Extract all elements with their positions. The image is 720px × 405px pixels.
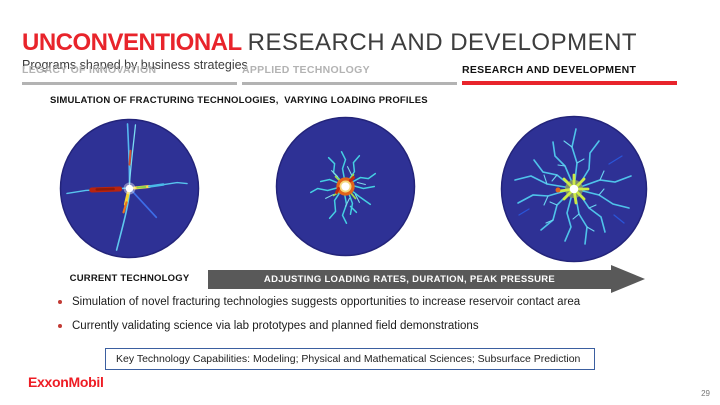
bullet-list: Simulation of novel fracturing technolog… (58, 296, 698, 344)
fracture-simulation-current-image (59, 118, 200, 259)
title-rest: RESEARCH AND DEVELOPMENT (247, 29, 638, 57)
arrow-head-icon (611, 265, 645, 293)
key-capabilities-box: Key Technology Capabilities: Modeling; P… (105, 348, 595, 370)
fracture-simulation-extended-image (500, 115, 648, 263)
tab-applied-technology[interactable]: APPLIED TECHNOLOGY (242, 64, 457, 85)
exxonmobil-logo: ExxonMobil (28, 374, 104, 390)
page-title: UNCONVENTIONAL RESEARCH AND DEVELOPMENT (22, 30, 637, 56)
fracture-simulation-compact-image (275, 116, 416, 257)
figure-caption-current-technology: CURRENT TECHNOLOGY (69, 273, 190, 284)
section-heading: SIMULATION OF FRACTURING TECHNOLOGIES, V… (50, 95, 428, 106)
bullet-text: Simulation of novel fracturing technolog… (72, 296, 581, 308)
subtitle: Programs shaped by business strategies (22, 57, 248, 72)
tab-label: APPLIED TECHNOLOGY (242, 64, 370, 76)
tab-label: LEGACY OF INNOVATION (22, 64, 157, 76)
tab-research-and-development[interactable]: RESEARCH AND DEVELOPMENT (462, 64, 677, 85)
title-accent: UNCONVENTIONAL (22, 29, 242, 57)
page-number: 29 (701, 389, 710, 398)
bullet-icon (58, 300, 62, 304)
bullet-icon (58, 324, 62, 328)
list-item: Simulation of novel fracturing technolog… (58, 296, 698, 308)
loading-rates-arrow: ADJUSTING LOADING RATES, DURATION, PEAK … (208, 270, 611, 289)
bullet-text: Currently validating science via lab pro… (72, 320, 479, 332)
tab-label: RESEARCH AND DEVELOPMENT (462, 64, 637, 76)
tab-legacy-of-innovation[interactable]: LEGACY OF INNOVATION (22, 64, 237, 85)
list-item: Currently validating science via lab pro… (58, 320, 698, 332)
arrow-label: ADJUSTING LOADING RATES, DURATION, PEAK … (263, 274, 556, 285)
